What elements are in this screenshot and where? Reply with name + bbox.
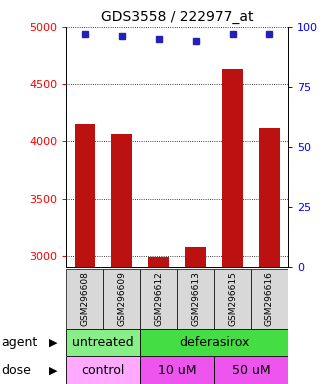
Text: dose: dose	[2, 364, 31, 377]
Bar	[140, 329, 288, 356]
Bar	[140, 269, 177, 329]
Text: ▶: ▶	[49, 338, 57, 348]
Bar	[214, 356, 288, 384]
Text: deferasirox: deferasirox	[179, 336, 249, 349]
Text: 50 uM: 50 uM	[232, 364, 270, 377]
Text: GSM296615: GSM296615	[228, 271, 237, 326]
Text: untreated: untreated	[72, 336, 134, 349]
Text: GSM296613: GSM296613	[191, 271, 200, 326]
Bar	[112, 134, 132, 267]
Bar	[66, 356, 140, 384]
Bar	[177, 269, 214, 329]
Text: GSM296616: GSM296616	[265, 271, 274, 326]
Bar	[148, 257, 169, 267]
Text: GSM296612: GSM296612	[154, 271, 163, 326]
Bar	[103, 269, 140, 329]
Bar	[140, 356, 214, 384]
Text: 10 uM: 10 uM	[158, 364, 196, 377]
Bar	[185, 247, 206, 267]
Bar	[66, 269, 103, 329]
Bar	[214, 269, 251, 329]
Bar	[66, 329, 140, 356]
Text: agent: agent	[2, 336, 38, 349]
Text: control: control	[81, 364, 125, 377]
Text: GSM296608: GSM296608	[80, 271, 89, 326]
Bar	[222, 69, 243, 267]
Text: GSM296609: GSM296609	[117, 271, 126, 326]
Bar	[74, 124, 95, 267]
Title: GDS3558 / 222977_at: GDS3558 / 222977_at	[101, 10, 253, 25]
Text: ▶: ▶	[49, 365, 57, 375]
Bar	[251, 269, 288, 329]
Bar	[259, 127, 280, 267]
